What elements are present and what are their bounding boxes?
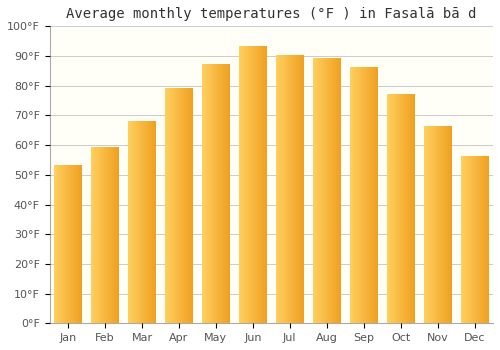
Title: Average monthly temperatures (°F ) in Fasalā bā d: Average monthly temperatures (°F ) in Fa… (66, 7, 476, 21)
